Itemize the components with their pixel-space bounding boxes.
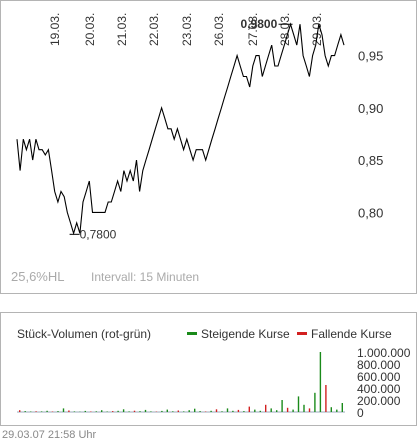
volume-y-tick-label: 600.000 [357,370,401,384]
x-tick-label: 27.03. [246,13,260,46]
legend-falling-swatch [297,332,307,336]
volume-y-tick-label: 200.000 [357,394,401,408]
low-annotation: 0,7800 [80,227,117,241]
price-chart-panel: 0,95 0,90 0,85 0,80 19.03. 20.03. 21.03. 22.03.… [0,0,417,294]
legend-rising-swatch [187,332,197,336]
volume-title: Stück-Volumen (rot-grün) [17,327,152,341]
x-tick-label: 19.03. [48,13,62,46]
y-tick-label: 0,85 [358,153,383,168]
volume-y-tick-label: 400.000 [357,382,401,396]
x-tick-label: 26.03. [212,13,226,46]
legend-falling: Fallende Kurse [297,327,392,341]
x-tick-label: 22.03. [147,13,161,46]
high-annotation: 0,9800 [241,17,278,31]
timestamp-footer: 29.03.07 21:58 Uhr [2,429,97,441]
legend-rising-label: Steigende Kurse [201,327,290,341]
interval-label: Intervall: 15 Minuten [91,270,200,284]
volume-y-tick-label: 800.000 [357,358,401,372]
legend-rising: Steigende Kurse [187,327,290,341]
y-tick-label: 0,95 [358,49,383,64]
legend-falling-label: Fallende Kurse [311,327,392,341]
x-tick-label: 23.03. [180,13,194,46]
y-tick-label: 0,90 [358,101,383,116]
price-chart: 0,95 0,90 0,85 0,80 19.03. 20.03. 21.03. 22.03.… [16,13,383,241]
volume-chart-panel: Stück-Volumen (rot-grün) Steigende Kurse… [0,312,417,426]
volume-y-tick-label: 0 [357,406,364,420]
x-tick-label: 20.03. [83,13,97,46]
range-label: 25,6%HL [11,269,65,284]
x-tick-label: 28.03. [278,13,292,46]
y-tick-label: 0,80 [358,205,383,220]
x-tick-label: 21.03. [115,13,129,46]
x-tick-label: 29.03. [310,13,324,46]
price-line [16,22,345,236]
volume-y-tick-label: 1.000.000 [357,346,411,360]
